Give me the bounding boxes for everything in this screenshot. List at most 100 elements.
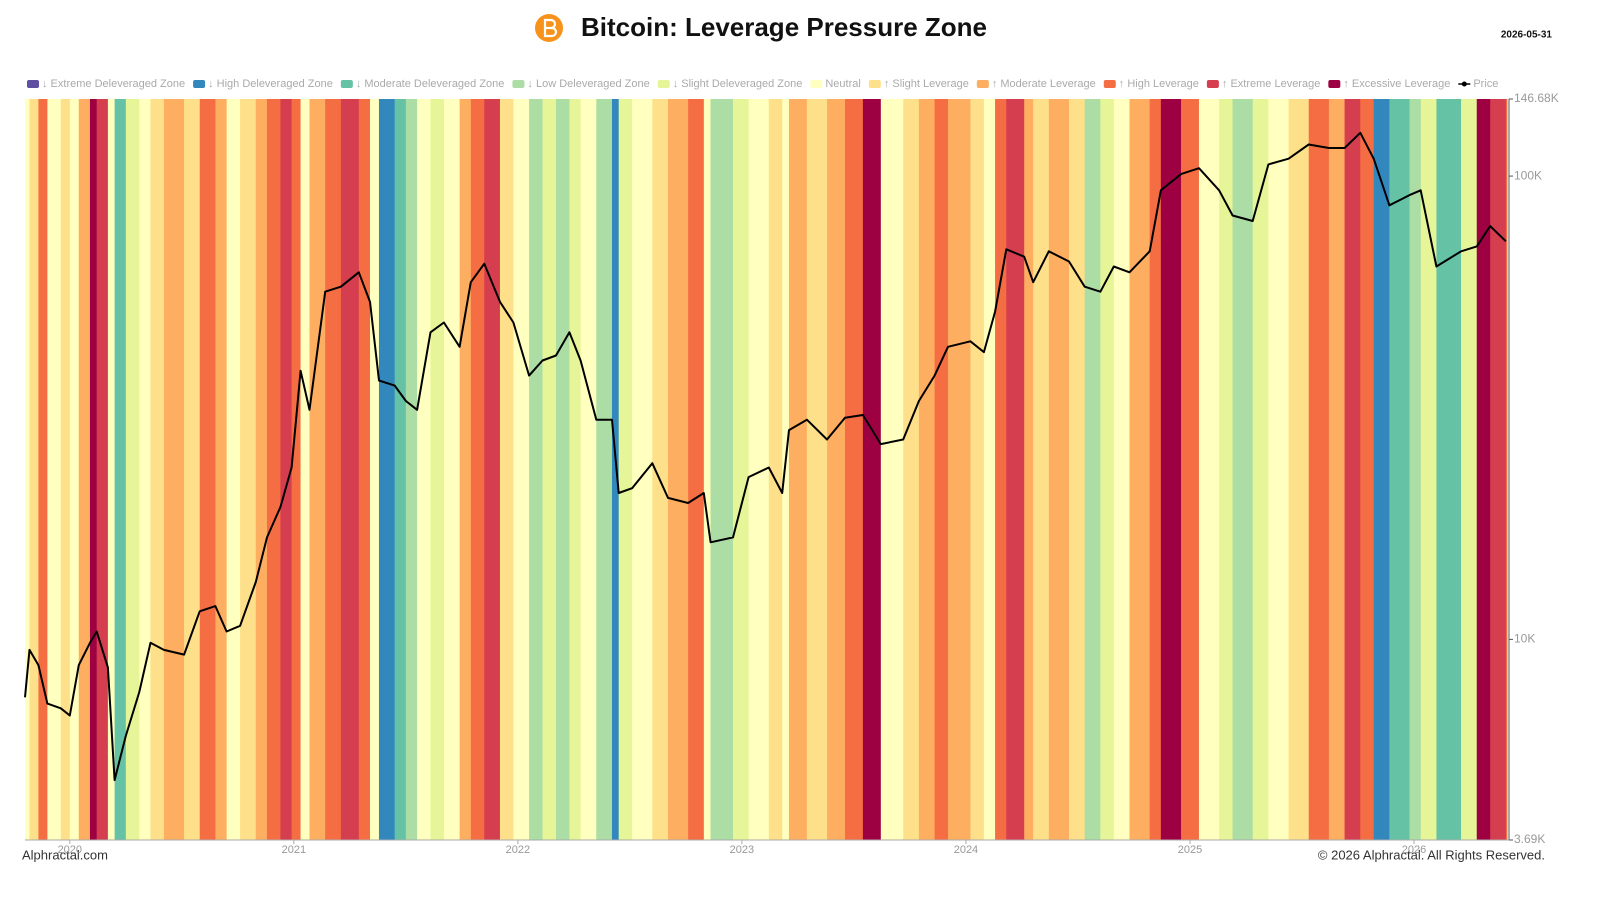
zone-band <box>89 99 98 840</box>
zone-band <box>417 99 431 840</box>
zone-band <box>934 99 949 840</box>
zone-band <box>1232 99 1254 840</box>
zone-band <box>291 99 301 840</box>
zone-band <box>529 99 543 840</box>
plot-area <box>24 99 1508 840</box>
zone-band <box>378 99 396 840</box>
zone-band <box>862 99 882 840</box>
zone-band <box>1344 99 1361 840</box>
legend-swatch <box>1103 80 1116 88</box>
y-tick-label: 10K <box>1514 632 1535 646</box>
zone-band <box>226 99 241 840</box>
zone-band <box>69 99 80 840</box>
zone-band <box>300 99 310 840</box>
legend-label: ↓ Low Deleveraged Zone <box>527 78 649 90</box>
source: Alphractal.com <box>22 847 108 862</box>
zone-band <box>280 99 293 840</box>
zone-band <box>255 99 268 840</box>
zone-band <box>970 99 985 840</box>
legend-swatch <box>810 80 823 88</box>
legend-label: ↑ High Leverage <box>1119 78 1199 90</box>
zone-band <box>652 99 669 840</box>
zone-band <box>703 99 711 840</box>
zone-band <box>1033 99 1050 840</box>
zone-band <box>1490 99 1507 840</box>
zone-band <box>78 99 91 840</box>
legend-label: Neutral <box>825 78 860 90</box>
zone-band <box>903 99 920 840</box>
zone-band <box>1505 99 1508 840</box>
legend-label: ↑ Excessive Leverage <box>1343 78 1450 90</box>
zone-band <box>1024 99 1034 840</box>
legend-label: ↑ Moderate Leverage <box>992 78 1096 90</box>
zone-band <box>125 99 140 840</box>
x-tick-label: 2021 <box>282 844 306 856</box>
zone-band <box>710 99 734 840</box>
zone-band <box>569 99 582 840</box>
zone-band <box>184 99 201 840</box>
legend-swatch <box>657 80 670 88</box>
zone-band <box>1373 99 1390 840</box>
zone-band <box>107 99 116 840</box>
zone-band <box>240 99 257 840</box>
copyright: © 2026 Alphractal. All Rights Reserved. <box>1318 847 1545 862</box>
legend-swatch <box>193 80 206 88</box>
zone-band <box>38 99 48 840</box>
zone-band <box>1181 99 1200 840</box>
zone-band <box>309 99 326 840</box>
legend-swatch <box>1328 80 1341 88</box>
price-line <box>24 131 1507 782</box>
zone-band <box>340 99 360 840</box>
legend-label: ↑ Extreme Leverage <box>1222 78 1320 90</box>
zone-band <box>1129 99 1151 840</box>
zone-band <box>732 99 750 840</box>
zone-band <box>1328 99 1345 840</box>
zone-band <box>215 99 228 840</box>
legend-marker <box>1461 81 1467 87</box>
zone-band <box>688 99 705 840</box>
zone-band <box>918 99 935 840</box>
legend-swatch <box>340 80 353 88</box>
legend-swatch <box>27 80 39 88</box>
zone-band <box>618 99 633 840</box>
zone-band <box>542 99 557 840</box>
y-tick-label: 146.68K <box>1514 91 1559 105</box>
legend-label: ↑ Slight Leverage <box>884 78 969 90</box>
legend-label: Price <box>1473 78 1498 90</box>
zone-band <box>443 99 461 840</box>
bitcoin-icon-mark <box>543 18 558 38</box>
zone-band <box>632 99 653 840</box>
zone-band <box>139 99 151 840</box>
zone-band <box>748 99 770 840</box>
y-tick-label: 100K <box>1514 168 1542 182</box>
zone-band <box>1409 99 1422 840</box>
zone-band <box>358 99 371 840</box>
legend-label: ↓ Slight Deleveraged Zone <box>673 78 803 90</box>
zone-band <box>1198 99 1220 840</box>
zone-band <box>1219 99 1233 840</box>
zone-band <box>1308 99 1330 840</box>
zone-band <box>596 99 613 840</box>
legend-label: ↓ Moderate Deleveraged Zone <box>356 78 505 90</box>
zone-band <box>29 99 39 840</box>
zone-band <box>96 99 109 840</box>
zone-band <box>405 99 418 840</box>
zone-band <box>513 99 530 840</box>
zone-band <box>1252 99 1269 840</box>
zone-band <box>484 99 501 840</box>
zone-band <box>1006 99 1025 840</box>
zone-band <box>1069 99 1086 840</box>
chart-title: Bitcoin: Leverage Pressure Zone <box>581 12 987 42</box>
zone-band <box>1084 99 1101 840</box>
zone-band <box>1113 99 1130 840</box>
zone-band <box>1389 99 1410 840</box>
zone-band <box>266 99 281 840</box>
zone-band <box>948 99 971 840</box>
legend-swatch <box>868 80 881 88</box>
zone-band <box>1461 99 1478 840</box>
zone-band <box>60 99 71 840</box>
zone-band <box>499 99 514 840</box>
zone-band <box>827 99 846 840</box>
zone-band <box>25 99 30 840</box>
